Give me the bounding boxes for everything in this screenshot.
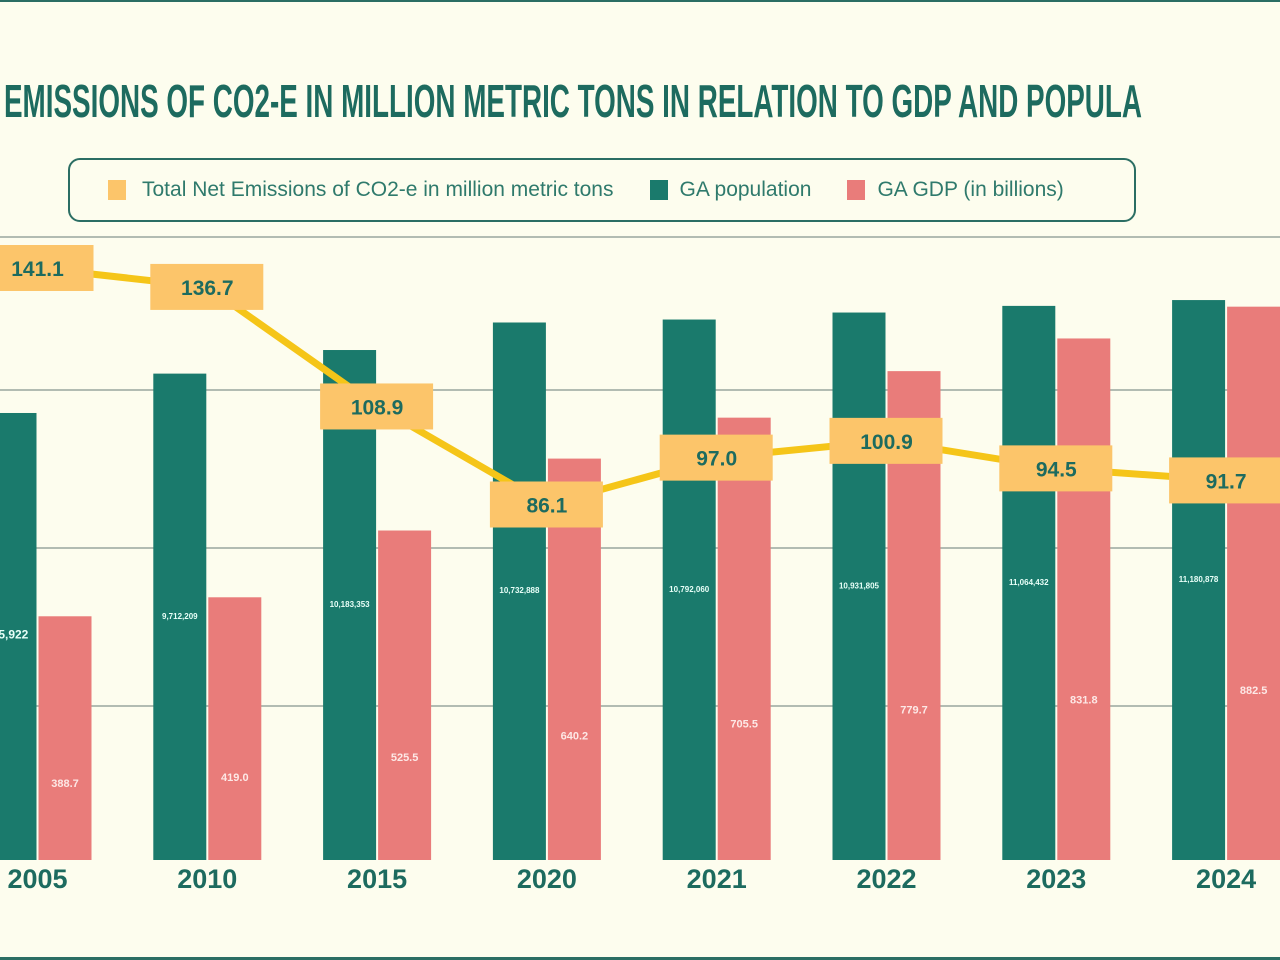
- population-bar: [492, 322, 546, 861]
- emissions-label: 86.1: [526, 495, 567, 518]
- population-label: 10,931,805: [839, 581, 880, 590]
- year-label: 2010: [177, 864, 237, 894]
- population-bar: [323, 350, 377, 860]
- year-label: 2005: [7, 864, 67, 894]
- gdp-label: 640.2: [561, 731, 589, 743]
- emissions-label: 108.9: [351, 396, 404, 419]
- year-label: 2023: [1026, 864, 1086, 894]
- population-label: 25,922: [0, 627, 29, 641]
- population-bar: [0, 412, 37, 860]
- legend: Total Net Emissions of CO2-e in million …: [68, 158, 1136, 222]
- legend-item-gdp: GA GDP (in billions): [847, 178, 1064, 202]
- gdp-bar: [1057, 338, 1111, 860]
- population-label: 11,064,432: [1009, 578, 1049, 587]
- legend-item-emissions: Total Net Emissions of CO2-e in million …: [108, 178, 614, 202]
- population-label: 11,180,878: [1179, 575, 1219, 584]
- legend-label-population: GA population: [679, 178, 812, 201]
- legend-label-gdp: GA GDP (in billions): [877, 178, 1064, 201]
- gdp-bar: [38, 616, 92, 860]
- emissions-label-box: [489, 481, 603, 528]
- emissions-label-box: [659, 434, 773, 481]
- population-label: 9,712,209: [162, 612, 198, 621]
- gdp-label: 831.8: [1070, 695, 1098, 707]
- year-label: 2022: [856, 864, 916, 894]
- chart-title: EMISSIONS OF CO2-E IN MILLION METRIC TON…: [4, 75, 1143, 127]
- legend-item-population: GA population: [649, 178, 812, 202]
- emissions-label: 100.9: [860, 431, 913, 454]
- gdp-label: 705.5: [730, 718, 758, 730]
- legend-swatch-population: [649, 180, 668, 200]
- year-label: 2020: [517, 864, 577, 894]
- emissions-label-box: [1169, 457, 1280, 504]
- population-bar: [1172, 300, 1226, 860]
- emissions-label-box: [150, 263, 264, 310]
- legend-swatch-emissions: [108, 180, 126, 200]
- population-bar: [1002, 305, 1056, 860]
- gdp-label: 882.5: [1240, 685, 1268, 697]
- emissions-label-box: [320, 383, 434, 430]
- gdp-label: 388.7: [51, 778, 79, 790]
- frame-top-border: [0, 0, 1280, 2]
- population-bar: [662, 319, 716, 860]
- gdp-label: 419.0: [221, 772, 249, 784]
- emissions-label: 136.7: [181, 277, 234, 300]
- gdp-label: 525.5: [391, 752, 419, 764]
- population-bar: [832, 312, 886, 860]
- legend-swatch-gdp: [847, 180, 866, 200]
- population-bar: [153, 373, 207, 860]
- emissions-label: 141.1: [11, 258, 64, 281]
- year-label: 2021: [687, 864, 747, 894]
- gdp-bar: [1227, 306, 1280, 860]
- population-label: 10,732,888: [499, 586, 540, 595]
- gdp-bar: [208, 597, 262, 860]
- legend-label-emissions: Total Net Emissions of CO2-e in million …: [142, 178, 614, 201]
- emissions-label: 97.0: [696, 448, 737, 471]
- emissions-label-box: [829, 417, 943, 464]
- gdp-bar: [378, 530, 432, 860]
- emissions-label-box: [0, 245, 94, 291]
- frame-bottom-border: [0, 957, 1280, 960]
- year-label: 2015: [347, 864, 407, 894]
- emissions-label-box: [999, 445, 1113, 492]
- gdp-bar: [717, 417, 771, 860]
- emissions-label: 91.7: [1206, 470, 1247, 493]
- population-label: 10,792,060: [669, 585, 710, 594]
- population-label: 10,183,353: [330, 600, 371, 609]
- year-label: 2024: [1196, 864, 1256, 894]
- gdp-label: 779.7: [900, 704, 928, 716]
- emissions-label: 94.5: [1036, 458, 1077, 481]
